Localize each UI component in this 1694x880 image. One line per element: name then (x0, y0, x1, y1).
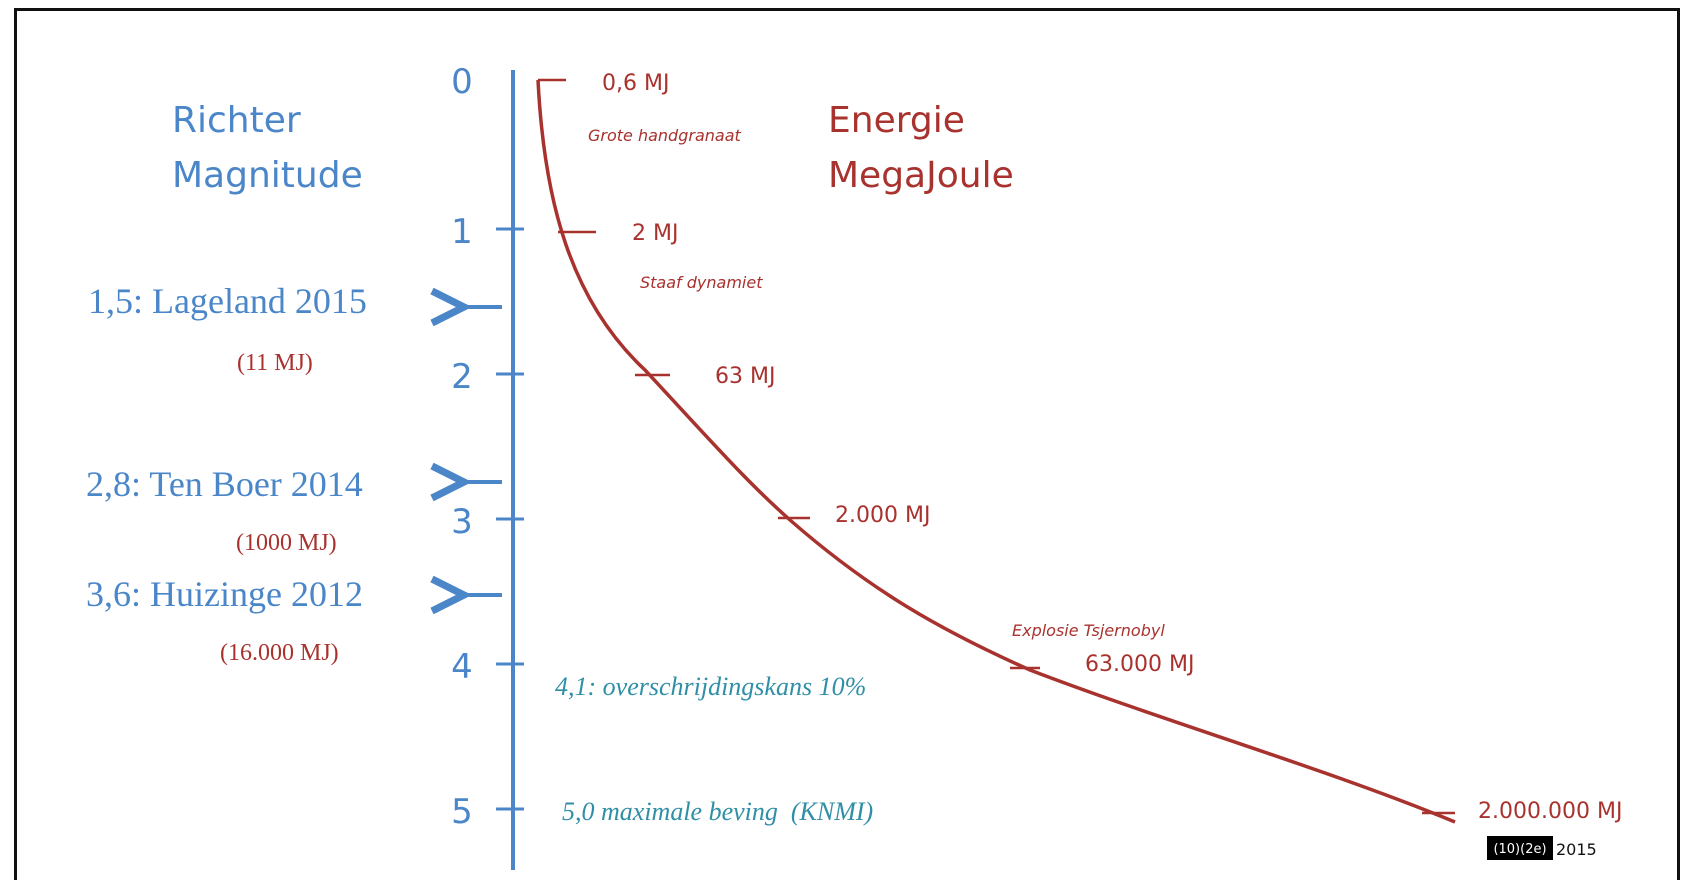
event-label-lageland: 1,5: Lageland 2015 (88, 281, 367, 321)
energy-label-1: 2 MJ (632, 221, 678, 246)
right-header-line2: MegaJoule (828, 155, 1014, 196)
axis-tick-label-0: 0 (451, 62, 473, 102)
energy-label-2: 63 MJ (715, 364, 775, 389)
event-energy-tenboer: (1000 MJ) (236, 530, 337, 556)
axis-tick-label-4: 4 (451, 647, 473, 687)
left-header-line1: Richter (172, 100, 301, 141)
axis-tick-label-5: 5 (451, 792, 473, 832)
axis-tick-label-1: 1 (451, 212, 473, 252)
energy-label-4: 63.000 MJ (1085, 652, 1194, 677)
note-exceedance: 4,1: overschrijdingskans 10% (555, 672, 866, 701)
figure-frame (14, 8, 1680, 880)
comparison-chernobyl: Explosie Tsjernobyl (1012, 621, 1165, 640)
energy-label-0: 0,6 MJ (602, 71, 669, 96)
comparison-dynamite: Staaf dynamiet (640, 273, 763, 292)
event-energy-lageland: (11 MJ) (237, 350, 313, 376)
footer-badge-bg (1487, 836, 1553, 860)
left-header-line2: Magnitude (172, 155, 363, 196)
event-energy-huizinge: (16.000 MJ) (220, 640, 339, 666)
note-max-quake: 5,0 maximale beving (KNMI) (562, 797, 873, 826)
event-label-tenboer: 2,8: Ten Boer 2014 (86, 464, 363, 504)
footer-badge: (10)(2e) (1493, 842, 1546, 857)
right-header-line1: Energie (828, 100, 965, 141)
comparison-grenade: Grote handgranaat (588, 126, 742, 145)
footer-year: 2015 (1556, 840, 1597, 859)
energy-label-5: 2.000.000 MJ (1478, 799, 1622, 824)
energy-curve (536, 79, 1456, 824)
axis-tick-label-2: 2 (451, 357, 473, 397)
energy-label-3: 2.000 MJ (835, 503, 930, 528)
event-label-huizinge: 3,6: Huizinge 2012 (86, 574, 363, 614)
axis-tick-label-3: 3 (451, 502, 473, 542)
